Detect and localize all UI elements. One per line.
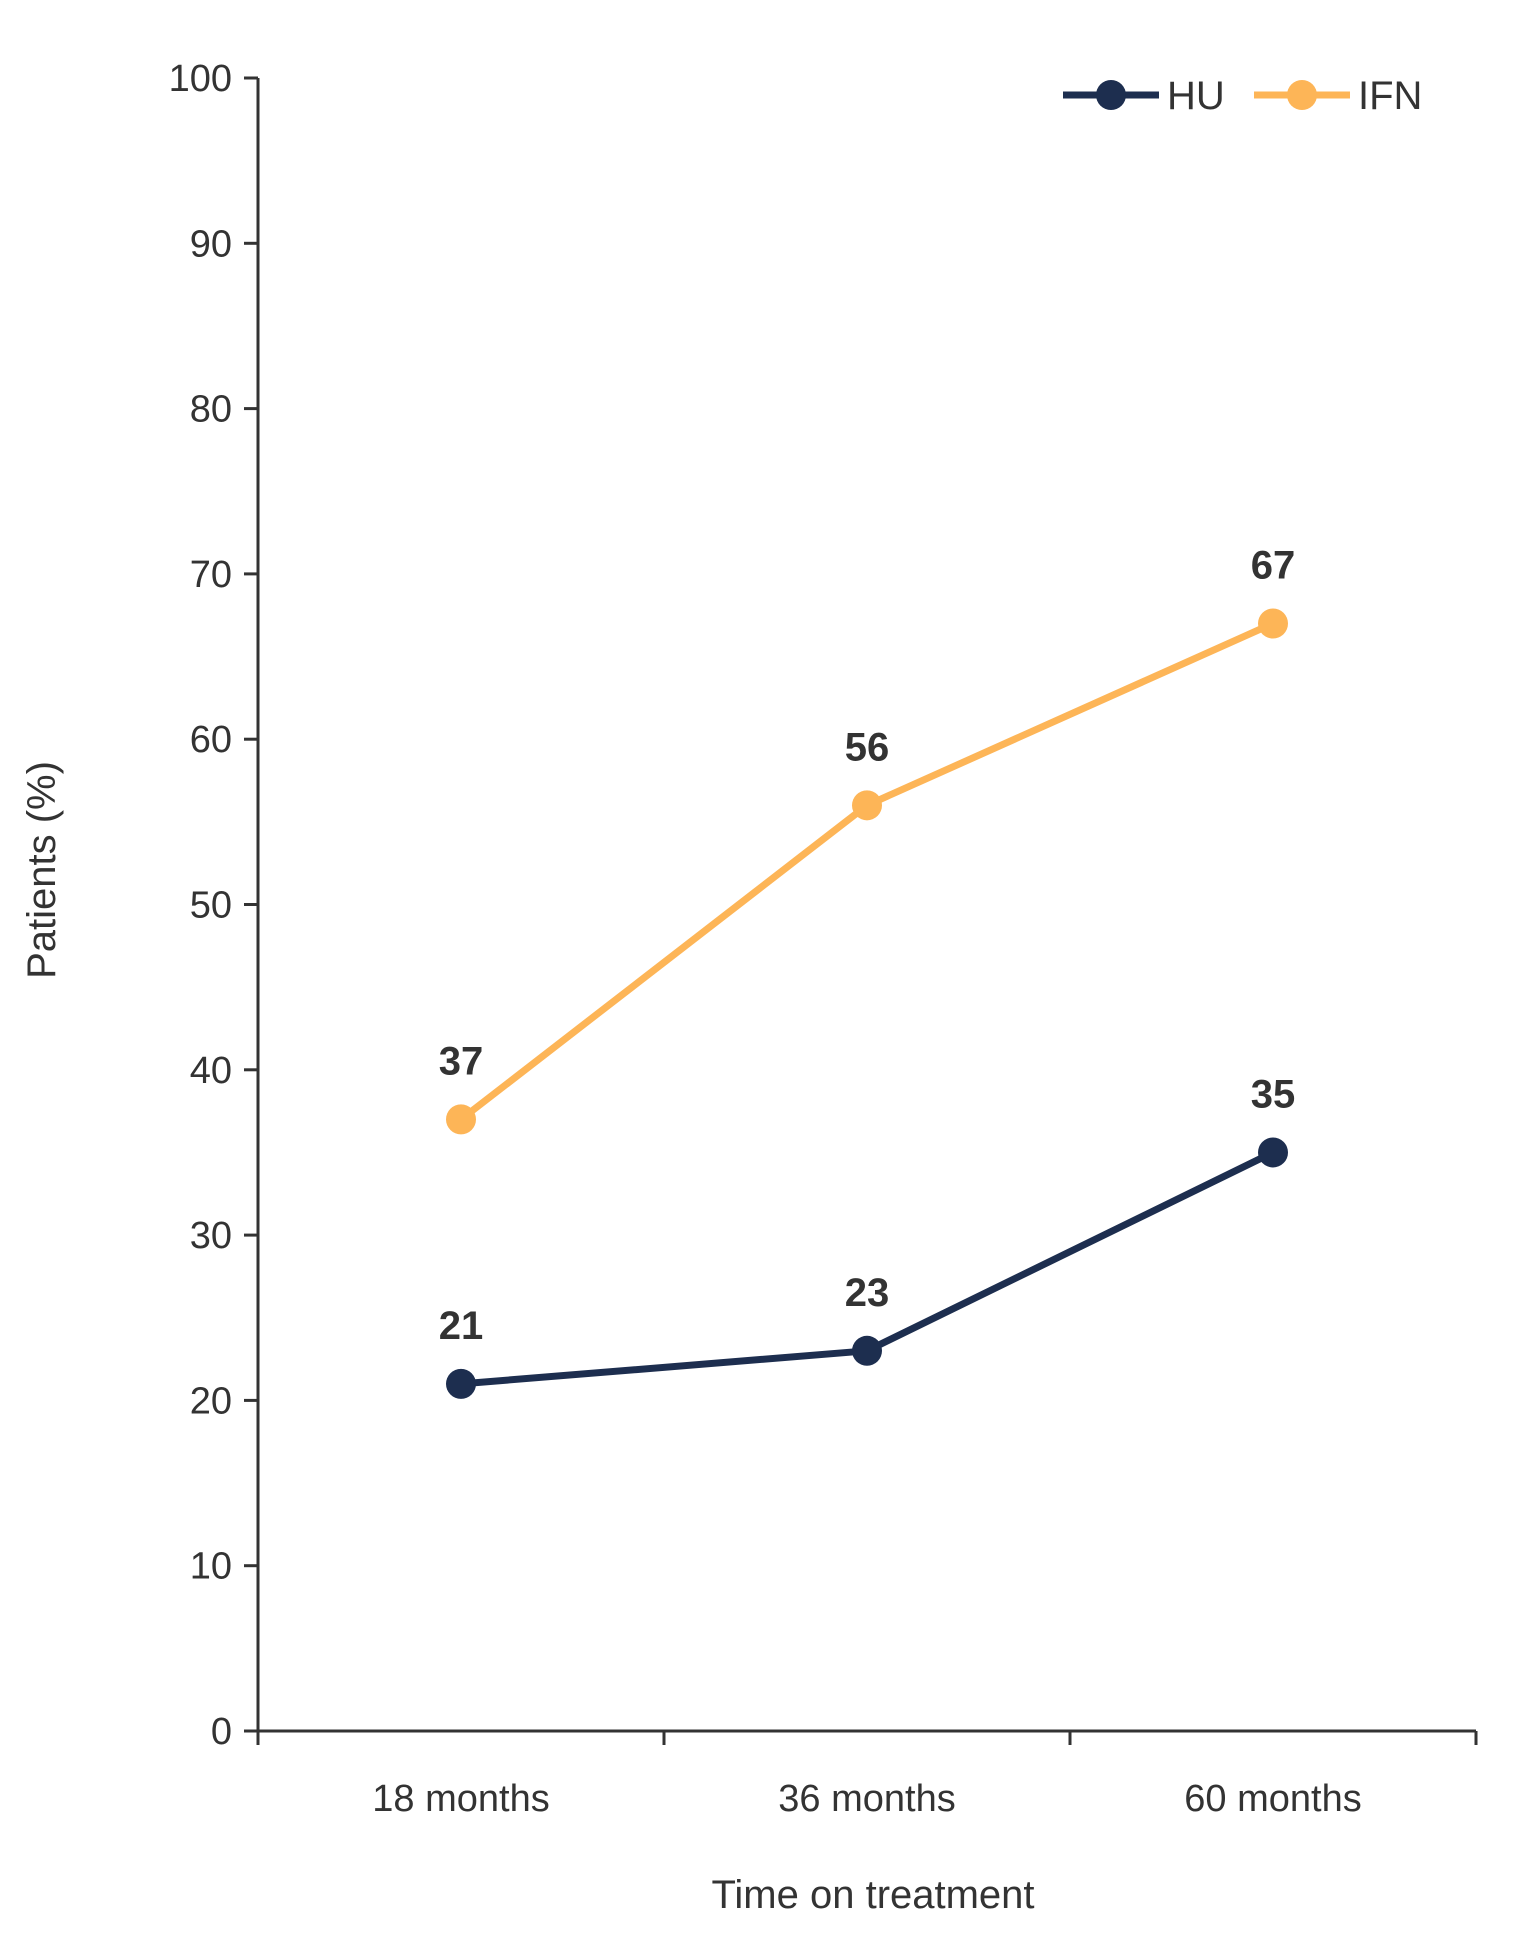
legend: HU IFN — [1063, 74, 1422, 118]
y-tick-label: 20 — [190, 1380, 232, 1422]
data-point-ifn — [1258, 608, 1288, 639]
data-label-hu: 21 — [439, 1304, 484, 1348]
x-axis-title: Time on treatment — [711, 1873, 1034, 1917]
data-point-hu — [852, 1335, 882, 1366]
data-point-hu — [1258, 1137, 1288, 1168]
series-line-ifn — [458, 620, 1275, 1123]
y-tick-label: 40 — [190, 1050, 232, 1092]
y-tick-label: 50 — [190, 885, 232, 927]
data-label-ifn: 56 — [845, 725, 890, 769]
x-tick-label: 60 months — [1184, 1778, 1361, 1820]
x-tick-label: 18 months — [372, 1778, 549, 1820]
legend-marker-ifn — [1287, 80, 1317, 110]
x-axis-ticks: 18 months 36 months 60 months — [256, 1731, 1478, 1820]
y-tick-label: 90 — [190, 223, 232, 265]
data-point-ifn — [852, 790, 882, 821]
y-tick-label: 30 — [190, 1215, 232, 1257]
data-point-ifn — [446, 1104, 476, 1135]
data-label-hu: 23 — [845, 1271, 890, 1315]
data-label-ifn: 67 — [1251, 543, 1296, 587]
y-axis-title: Patients (%) — [20, 761, 64, 979]
data-point-hu — [446, 1368, 476, 1399]
y-axis-ticks: 0 10 20 30 40 50 60 70 80 90 100 — [169, 58, 258, 1753]
data-labels: 21 23 35 37 56 67 — [439, 543, 1296, 1347]
series-layer — [446, 608, 1288, 1399]
legend-label-ifn: IFN — [1358, 74, 1422, 118]
y-tick-label: 0 — [211, 1711, 232, 1753]
y-tick-label: 70 — [190, 554, 232, 596]
y-tick-label: 80 — [190, 389, 232, 431]
y-tick-label: 10 — [190, 1546, 232, 1588]
y-tick-label: 60 — [190, 719, 232, 761]
y-tick-label: 100 — [169, 58, 232, 100]
data-label-ifn: 37 — [439, 1039, 484, 1083]
data-label-hu: 35 — [1251, 1072, 1296, 1116]
legend-label-hu: HU — [1167, 74, 1225, 118]
axes — [256, 78, 1476, 1733]
legend-marker-hu — [1096, 80, 1126, 110]
x-tick-label: 36 months — [778, 1778, 955, 1820]
